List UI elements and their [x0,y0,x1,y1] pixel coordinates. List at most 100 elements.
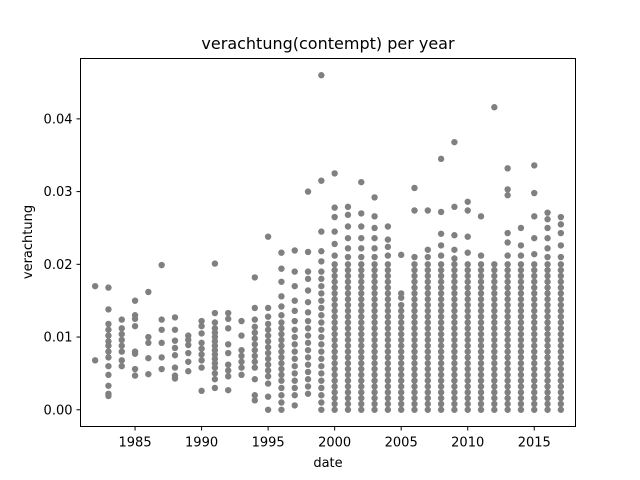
data-point [318,248,325,255]
data-point [437,296,445,303]
data-point [411,336,418,344]
data-point [397,406,405,413]
data-point [517,296,525,303]
data-point [371,194,378,201]
data-point [531,213,538,220]
data-point [158,326,165,333]
data-point [158,261,165,269]
y-axis-label: verachtung [21,205,36,279]
data-point [344,389,352,396]
data-point [251,323,259,331]
data-point [517,261,525,268]
data-point [504,325,511,332]
data-point [211,325,219,332]
data-point [251,364,259,371]
data-point [411,365,418,373]
data-point [358,272,365,280]
data-point [304,268,312,275]
data-point [318,362,325,370]
data-point [544,290,551,297]
data-point [371,371,378,379]
data-point [251,316,259,323]
data-point [437,272,445,280]
data-point [491,278,498,285]
data-point [344,307,352,315]
data-point [331,301,338,309]
data-point [517,313,525,320]
data-point [477,330,485,338]
data-point [544,371,551,379]
data-point [291,307,298,315]
data-point [344,336,352,344]
data-point [278,365,285,373]
data-point [504,252,511,259]
data-point [384,307,392,315]
data-point [251,358,259,365]
data-point [411,400,418,408]
data-point [318,72,325,79]
data-point [544,234,551,242]
data-point [504,360,511,367]
data-point [491,336,498,344]
data-point [437,266,445,274]
data-point [411,342,418,349]
data-point [424,330,431,338]
data-point [225,315,232,323]
data-point [397,377,405,384]
data-point [491,389,498,396]
data-point [264,332,272,339]
data-point [344,266,352,274]
data-point [504,365,511,373]
data-point [424,383,431,390]
data-point [451,406,458,413]
data-point [304,383,312,390]
data-point [185,368,192,375]
data-point [358,319,365,326]
data-point [264,393,272,400]
data-point [105,284,112,291]
data-point [504,336,511,344]
data-point [557,301,565,309]
data-point [411,301,418,309]
data-point [331,266,338,274]
data-point [411,272,418,280]
data-point [384,348,392,355]
data-point [411,330,418,338]
data-point [424,313,431,320]
data-point [371,261,378,268]
data-point [318,326,325,333]
data-point [544,383,551,390]
y-tick-label: 0.04 [44,112,73,127]
data-point [557,325,565,332]
data-point [557,313,565,320]
data-point [384,325,392,332]
data-point [477,400,485,408]
data-point [278,330,285,338]
y-axis: 0.00 0.01 0.02 0.03 0.04 [44,112,81,418]
data-point [358,325,365,332]
data-point [331,371,338,379]
data-point [477,313,485,320]
data-point [291,282,298,290]
data-point [504,278,511,285]
data-point [504,348,511,355]
data-point [344,203,352,211]
data-point [464,284,471,291]
data-point [105,382,112,389]
data-point [371,272,378,280]
data-point [291,341,298,348]
data-point [344,272,352,280]
data-point [424,342,431,349]
data-point [437,307,445,315]
data-point [411,278,418,285]
data-point [437,389,445,396]
data-point [304,317,312,325]
data-point [477,354,485,361]
data-point [557,371,565,379]
data-point [331,284,338,291]
data-point [477,296,485,303]
data-point [331,406,338,413]
data-point [517,371,525,379]
data-point [344,278,352,285]
data-point [131,365,139,373]
